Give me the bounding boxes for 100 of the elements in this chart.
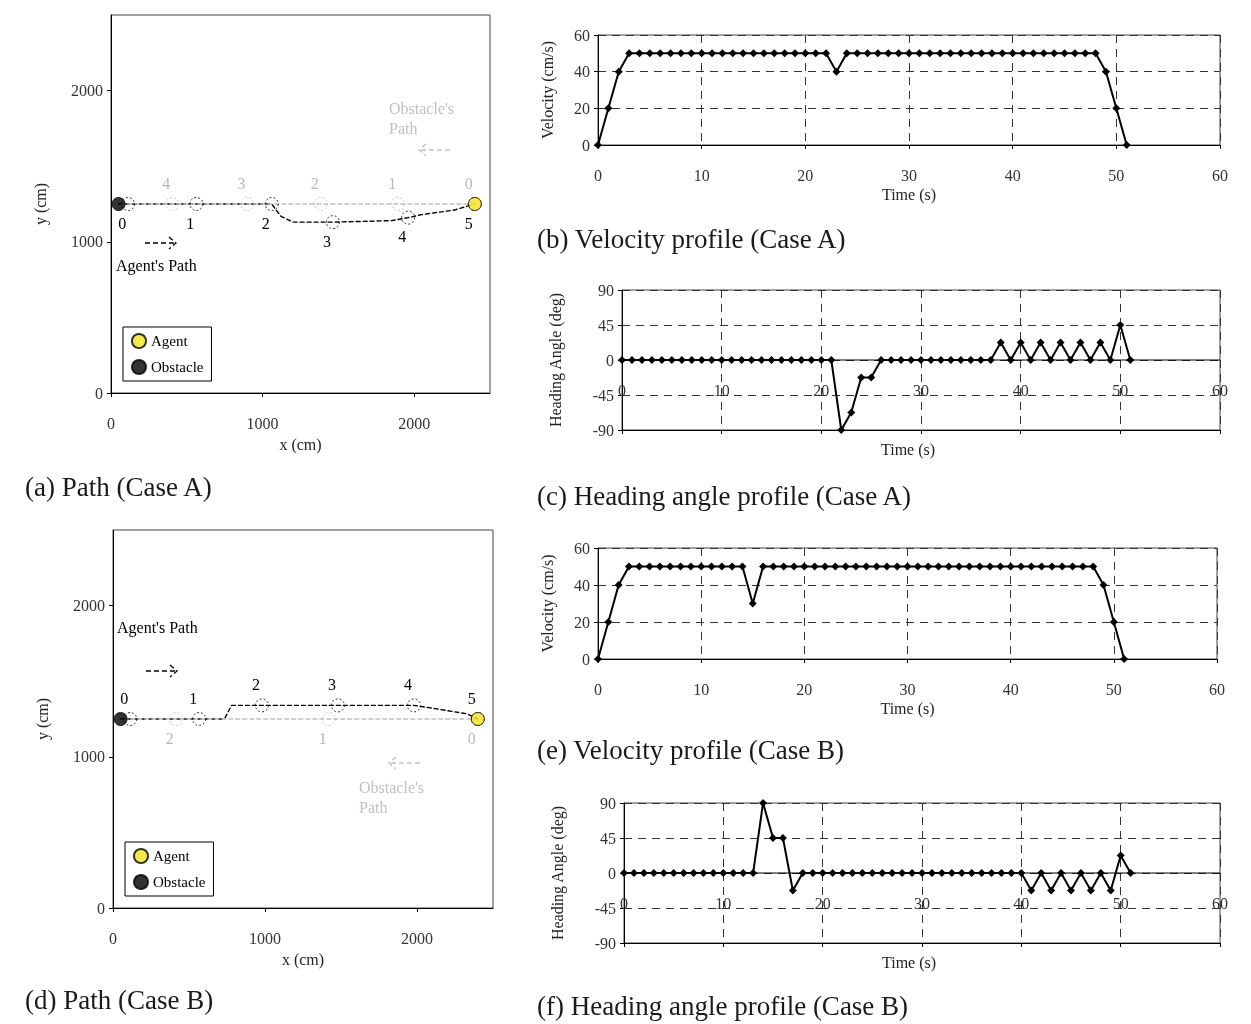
point	[767, 356, 776, 364]
point	[1039, 49, 1048, 58]
point	[1047, 562, 1056, 571]
x-tick-label: 50	[1108, 166, 1125, 184]
point	[1036, 338, 1045, 347]
point	[977, 49, 986, 58]
point	[997, 869, 1006, 877]
point	[666, 49, 675, 58]
point	[659, 869, 668, 877]
point	[687, 49, 696, 58]
annotation: 2	[165, 729, 174, 747]
x-tick-label: 50	[1105, 680, 1122, 698]
y-tick-label: 40	[574, 63, 590, 81]
point	[915, 49, 924, 58]
point	[867, 373, 876, 382]
x-tick-label: 20	[797, 166, 814, 184]
annotation: 2	[251, 675, 260, 693]
x-tick-label: 1000	[249, 929, 281, 947]
point	[788, 886, 797, 895]
point	[1050, 49, 1059, 58]
point	[810, 562, 819, 571]
annotation: 2	[310, 174, 319, 192]
point	[842, 49, 851, 58]
point	[827, 356, 836, 364]
point	[1006, 356, 1015, 364]
point	[728, 49, 737, 58]
point	[737, 356, 746, 364]
point	[614, 581, 623, 589]
text: (a) Path (Case A)	[25, 471, 212, 502]
annotation: Agent's Path	[116, 256, 197, 275]
point	[1027, 562, 1036, 571]
point	[1068, 562, 1077, 571]
point	[801, 49, 810, 58]
point	[625, 49, 634, 58]
annotation: 0	[118, 214, 127, 232]
point	[955, 562, 964, 571]
point	[111, 197, 126, 211]
point	[1099, 581, 1108, 589]
point	[841, 562, 850, 571]
point	[918, 869, 926, 877]
point	[944, 562, 953, 571]
point	[325, 215, 340, 230]
point	[687, 356, 696, 364]
annotation: 1	[186, 214, 195, 232]
annotation: Obstacle's Path	[359, 778, 429, 816]
point	[635, 49, 644, 58]
point	[934, 562, 943, 571]
annotation: Agent's Path	[117, 618, 198, 637]
annotation: 1	[388, 174, 397, 192]
point	[987, 49, 996, 58]
y-tick-label: 20	[574, 613, 590, 631]
point	[894, 49, 903, 58]
point	[1060, 49, 1069, 58]
point	[1016, 338, 1025, 347]
x-tick-label: 1000	[246, 414, 279, 432]
point	[1078, 562, 1087, 571]
y-tick-label: 60	[574, 539, 590, 557]
point	[689, 869, 698, 877]
point	[697, 49, 706, 58]
y-tick-label: 2000	[73, 597, 105, 615]
point	[769, 562, 778, 571]
y-tick-label: 0	[582, 650, 590, 668]
point	[858, 869, 867, 877]
point	[1006, 562, 1015, 571]
annotation: 1	[189, 689, 198, 707]
y-axis-title: Velocity (cm/s)	[538, 554, 557, 653]
point	[800, 562, 809, 571]
y-tick-label: 90	[598, 281, 614, 299]
y-axis-title: Velocity (cm/s)	[538, 40, 557, 140]
point	[878, 869, 887, 877]
point	[872, 562, 881, 571]
point	[862, 562, 871, 571]
point	[729, 869, 738, 877]
point	[1076, 869, 1085, 877]
point	[738, 562, 747, 571]
legend-label: Agent	[153, 848, 191, 864]
point	[1066, 356, 1075, 364]
point	[707, 356, 716, 364]
point	[853, 49, 862, 58]
y-tick-label: 20	[574, 99, 590, 117]
y-axis-title: y (cm)	[31, 182, 50, 226]
point	[121, 197, 136, 211]
point	[1076, 338, 1085, 347]
point	[893, 562, 902, 571]
x-axis-title: Time (s)	[881, 440, 936, 459]
point	[996, 562, 1005, 571]
point	[1067, 886, 1075, 895]
point	[807, 356, 816, 364]
y-tick-label: 1000	[73, 748, 105, 766]
y-axis-title: y (cm)	[33, 697, 52, 741]
point	[699, 869, 708, 877]
y-tick-label: 2000	[71, 82, 103, 100]
point	[165, 197, 180, 211]
point	[189, 197, 204, 211]
x-axis-title: Time (s)	[880, 699, 935, 718]
point	[1112, 104, 1121, 113]
point	[614, 67, 623, 76]
point	[707, 562, 716, 571]
y-tick-label: 0	[606, 351, 614, 369]
point	[957, 869, 966, 877]
